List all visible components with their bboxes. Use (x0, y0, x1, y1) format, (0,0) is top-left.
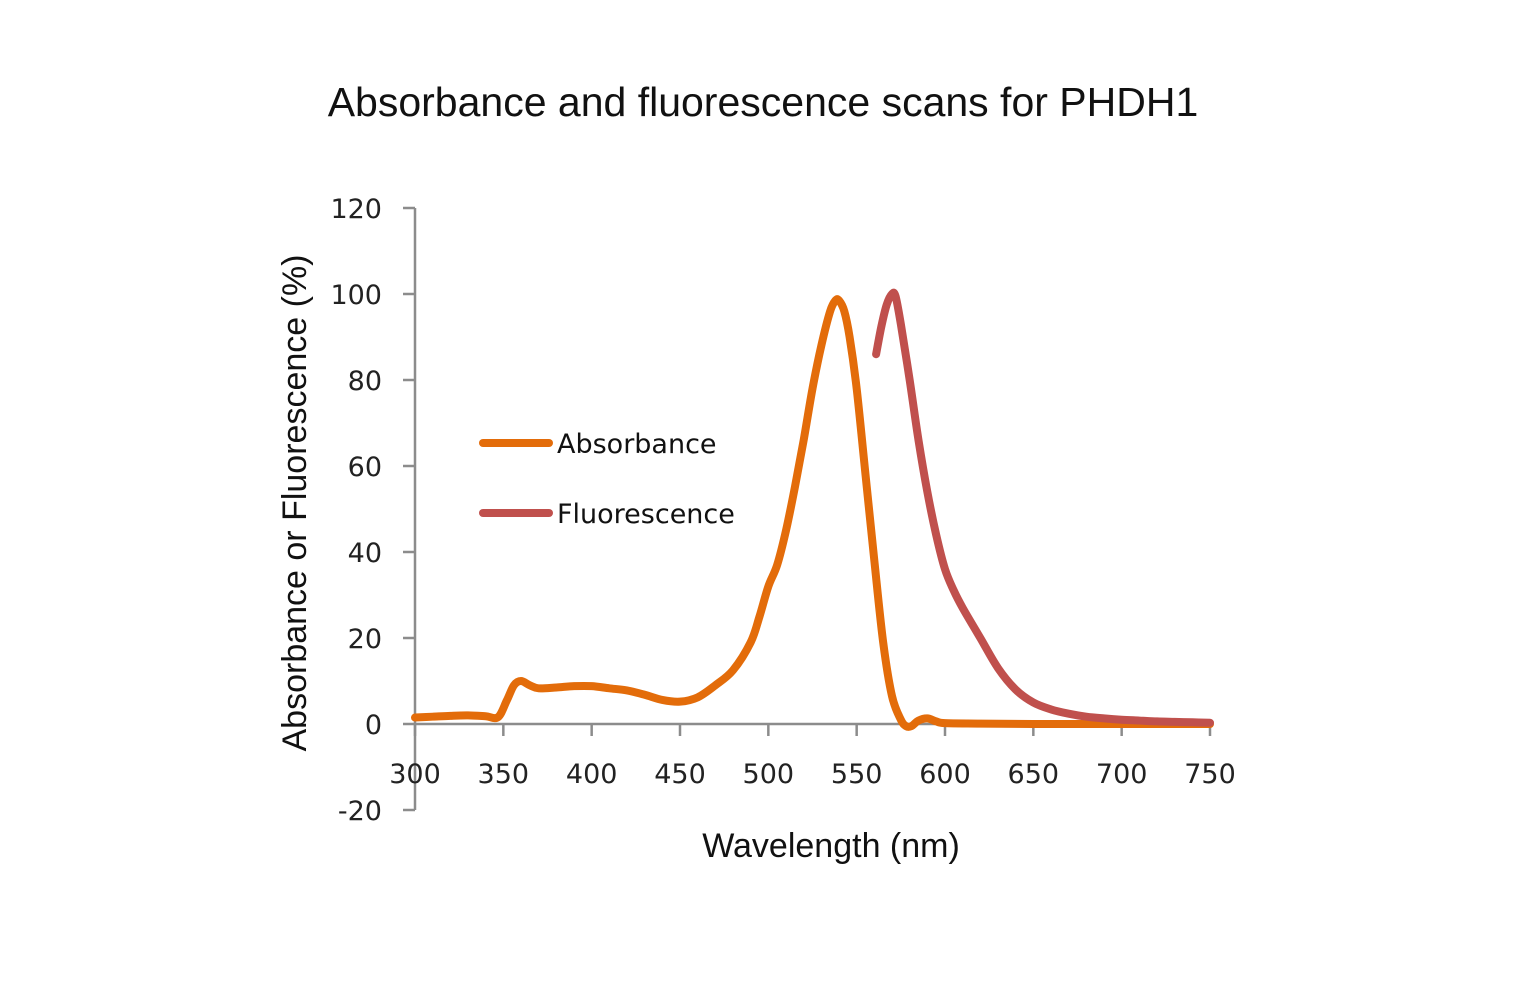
series-line-absorbance (411, 295, 1214, 731)
y-tick-label: 80 (348, 366, 382, 397)
legend-label-absorbance: Absorbance (557, 429, 717, 460)
x-tick-label: 300 (389, 759, 441, 790)
x-tick-label: 550 (831, 759, 883, 790)
x-axis-label: Wavelength (nm) (702, 827, 960, 865)
legend-label-fluorescence: Fluorescence (557, 499, 735, 530)
x-tick-label: 500 (743, 759, 795, 790)
x-tick-label: 350 (478, 759, 530, 790)
y-axis-label: Absorbance or Fluorescence (%) (276, 254, 314, 751)
plot-area (411, 288, 1214, 731)
y-tick-label: 100 (330, 280, 382, 311)
y-tick-label: 20 (348, 624, 382, 655)
x-tick-label: 750 (1184, 759, 1236, 790)
y-tick-label: 0 (365, 710, 382, 741)
chart-title: Absorbance and fluorescence scans for PH… (328, 79, 1199, 125)
y-axis: 120 100 80 60 40 20 0 -20 (330, 194, 417, 827)
y-tick-label: 40 (348, 538, 382, 569)
legend: Absorbance Fluorescence (479, 429, 735, 530)
x-tick-label: 450 (654, 759, 706, 790)
series-line-fluorescence (872, 288, 1214, 727)
x-axis: 300 350 400 450 500 550 600 650 700 750 (389, 722, 1236, 790)
x-tick-label: 400 (566, 759, 618, 790)
y-tick-label: 120 (330, 194, 382, 225)
y-tick-label: -20 (338, 796, 382, 827)
legend-item-absorbance: Absorbance (479, 429, 717, 460)
x-tick-label: 700 (1096, 759, 1148, 790)
x-tick-label: 650 (1008, 759, 1060, 790)
y-tick-label: 60 (348, 452, 382, 483)
x-tick-label: 600 (919, 759, 971, 790)
legend-item-fluorescence: Fluorescence (479, 499, 735, 530)
